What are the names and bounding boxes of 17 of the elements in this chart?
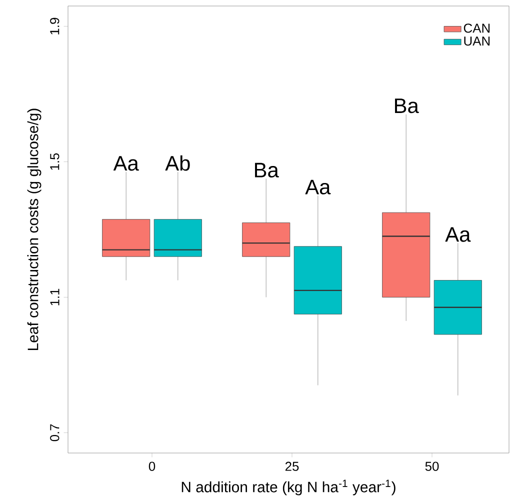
legend-label: UAN (464, 36, 490, 46)
annotation: Aa (113, 156, 139, 171)
annotation: Aa (305, 180, 331, 194)
y-tick-label: 1.9 (50, 18, 60, 34)
annotation: Ab (165, 155, 190, 171)
legend-label: CAN (464, 24, 490, 33)
y-tick-label: 1.1 (50, 288, 60, 306)
x-tick-label: 50 (425, 462, 439, 471)
y-tick-label: 1.5 (50, 153, 60, 170)
x-tick-label: 25 (285, 462, 299, 471)
y-tick-label: 0.7 (50, 424, 60, 442)
annotation: Ba (255, 162, 279, 178)
x-axis-title: N addition rate (kg N ha$^{-1}$ year$^{-1}$) (182, 480, 396, 496)
annotation: Aa (445, 227, 471, 242)
annotation: Ba (395, 98, 419, 114)
x-tick-label: 0 (148, 462, 156, 471)
y-axis-title: Leaf construction costs (g glucose/g) (27, 108, 42, 350)
